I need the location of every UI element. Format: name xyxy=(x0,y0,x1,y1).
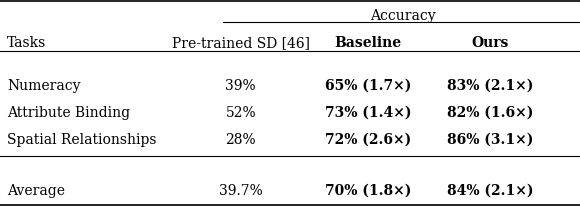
Text: Numeracy: Numeracy xyxy=(7,79,81,93)
Text: 39%: 39% xyxy=(226,79,256,93)
Text: Attribute Binding: Attribute Binding xyxy=(7,106,130,120)
Text: 86% (3.1×): 86% (3.1×) xyxy=(447,133,533,147)
Text: Spatial Relationships: Spatial Relationships xyxy=(7,133,157,147)
Text: 65% (1.7×): 65% (1.7×) xyxy=(325,79,411,93)
Text: 73% (1.4×): 73% (1.4×) xyxy=(325,106,412,120)
Text: Pre-trained SD [46]: Pre-trained SD [46] xyxy=(172,36,310,50)
Text: Average: Average xyxy=(7,184,65,198)
Text: 39.7%: 39.7% xyxy=(219,184,263,198)
Text: Tasks: Tasks xyxy=(7,36,46,50)
Text: 28%: 28% xyxy=(226,133,256,147)
Text: Accuracy: Accuracy xyxy=(370,9,436,23)
Text: 72% (2.6×): 72% (2.6×) xyxy=(325,133,411,147)
Text: 82% (1.6×): 82% (1.6×) xyxy=(447,106,533,120)
Text: Baseline: Baseline xyxy=(335,36,402,50)
Text: 70% (1.8×): 70% (1.8×) xyxy=(325,184,411,198)
Text: 83% (2.1×): 83% (2.1×) xyxy=(447,79,533,93)
Text: Ours: Ours xyxy=(472,36,509,50)
Text: 52%: 52% xyxy=(226,106,256,120)
Text: 84% (2.1×): 84% (2.1×) xyxy=(447,184,534,198)
